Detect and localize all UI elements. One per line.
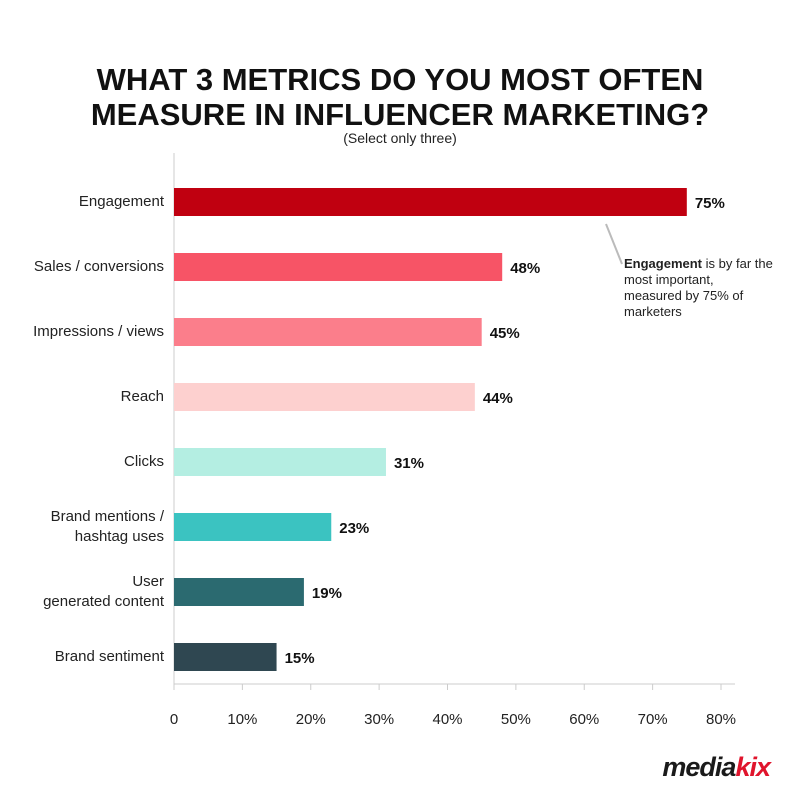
logo-main: media <box>662 752 736 782</box>
chart-title: MEASURE IN INFLUENCER MARKETING? <box>91 97 709 132</box>
category-label: Clicks <box>124 453 164 470</box>
x-tick-label: 30% <box>364 711 394 728</box>
bar <box>174 578 304 606</box>
x-tick-label: 50% <box>501 711 531 728</box>
bar <box>174 643 277 671</box>
value-label: 23% <box>339 520 369 537</box>
category-label: Engagement <box>78 193 164 210</box>
x-tick-label: 40% <box>432 711 462 728</box>
chart-title: WHAT 3 METRICS DO YOU MOST OFTEN <box>97 62 704 97</box>
category-label: Impressions / views <box>33 323 164 340</box>
x-tick-label: 20% <box>296 711 326 728</box>
value-label: 31% <box>394 455 424 472</box>
bar <box>174 318 482 346</box>
value-label: 75% <box>695 195 725 212</box>
annotation-bold: Engagement <box>624 256 703 271</box>
category-label: Brand sentiment <box>54 648 164 665</box>
x-tick-label: 10% <box>227 711 257 728</box>
category-label: Sales / conversions <box>33 258 164 275</box>
annotation-text: is by far the most important, measured b… <box>624 256 773 319</box>
category-label: User generated content <box>43 573 164 610</box>
bar <box>174 383 475 411</box>
annotation: Engagement is by far the most important,… <box>624 256 774 320</box>
value-label: 19% <box>312 585 342 602</box>
x-tick-label: 80% <box>706 711 736 728</box>
logo-accent: kix <box>735 752 771 782</box>
value-label: 44% <box>483 390 513 407</box>
value-label: 48% <box>510 260 540 277</box>
bar <box>174 188 687 216</box>
annotation-connector <box>605 223 623 265</box>
x-tick-label: 60% <box>569 711 599 728</box>
value-label: 45% <box>490 325 520 342</box>
chart-subtitle: (Select only three) <box>343 130 457 146</box>
x-tick-label: 70% <box>638 711 668 728</box>
logo: mediakix <box>662 752 771 783</box>
bar <box>174 513 332 541</box>
bar <box>174 253 503 281</box>
category-label: Brand mentions / hashtag uses <box>50 508 164 545</box>
category-label: Reach <box>120 388 164 405</box>
bar <box>174 448 386 476</box>
x-tick-label: 0 <box>170 711 178 728</box>
value-label: 15% <box>285 650 315 667</box>
